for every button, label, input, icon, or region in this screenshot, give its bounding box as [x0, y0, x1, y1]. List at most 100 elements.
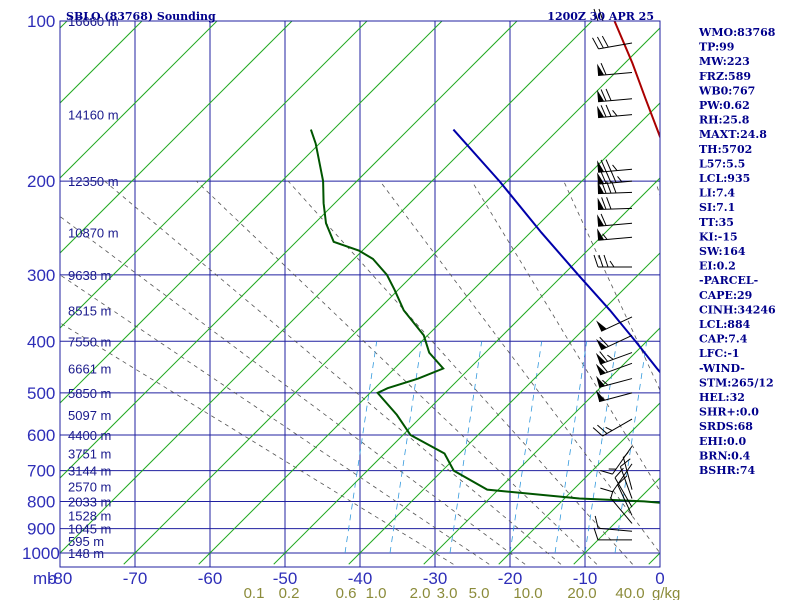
index-line: BRN:0.4 [699, 449, 751, 462]
wind-barb [597, 88, 633, 103]
sounding-profiles [309, 21, 660, 504]
moist-adiabats [60, 180, 660, 565]
wind-barb [597, 228, 633, 241]
index-line: L57:5.5 [699, 157, 745, 170]
isotherm-line [498, 402, 660, 565]
temperature-tick-label: 0 [655, 569, 664, 588]
mixing-ratio-tick-label: 40.0 [615, 585, 644, 600]
mixing-ratio-tick-label: 10.0 [513, 585, 542, 600]
moist-adiabat-line [60, 322, 454, 565]
isotherm-line [60, 21, 143, 104]
height-label: 4400 m [68, 428, 111, 443]
index-line: MW:223 [699, 55, 750, 68]
mixing-ratio-tick-label: 5.0 [469, 585, 490, 600]
wind-barb [597, 170, 633, 185]
mixing-ratio-tick-label: 2.0 [410, 585, 431, 600]
mixing-ratio-tick-label: 1.0 [366, 585, 387, 600]
index-line: FRZ:589 [699, 70, 751, 83]
mixing-ratio-line [344, 341, 378, 554]
index-line: SRDS:68 [699, 420, 753, 433]
index-line: LCL:935 [699, 172, 750, 185]
height-label: 1045 m [68, 522, 111, 537]
height-label: 6661 m [68, 362, 111, 377]
wind-barb [594, 515, 633, 532]
x-axis-unit: mb [33, 569, 57, 588]
moist-adiabat-line [104, 180, 562, 565]
mixing-ratio-tick-label: 20.0 [567, 585, 596, 600]
height-label: 9638 m [68, 268, 111, 283]
height-label: 2570 m [68, 480, 111, 495]
moist-adiabat-line [60, 216, 526, 565]
mixing-ratio-unit: g/kg [652, 585, 680, 600]
temperature-tick-label: -20 [498, 569, 523, 588]
wind-barb [596, 316, 633, 332]
index-line: LFC:-1 [699, 347, 740, 360]
pressure-tick-label: 500 [27, 384, 55, 403]
wind-barb [593, 254, 632, 268]
valid-time: 1200Z 30 APR 25 [547, 10, 654, 23]
isotherm-line [60, 21, 443, 404]
index-line: CAPE:29 [699, 289, 752, 302]
index-line: RH:25.8 [699, 114, 750, 127]
pressure-tick-label: 400 [27, 332, 55, 351]
wind-barb [597, 104, 633, 119]
wind-barb [596, 375, 633, 388]
index-line: TT:35 [699, 216, 734, 229]
wind-barb [619, 458, 633, 499]
index-line: -PARCEL- [699, 274, 758, 287]
index-line: KI:-15 [699, 230, 738, 243]
wind-barb [592, 35, 633, 50]
pressure-tick-label: 800 [27, 492, 55, 511]
height-label: 3144 m [68, 464, 111, 479]
index-line: MAXT:24.8 [699, 128, 767, 141]
index-line: EHI:0.0 [699, 435, 746, 448]
index-line: CAP:7.4 [699, 333, 748, 346]
wind-barb [597, 159, 633, 173]
pressure-tick-label: 300 [27, 266, 55, 285]
moist-adiabat-line [60, 274, 490, 565]
pressure-axis-labels: 100 200 300 400 500 600 700 800 900 1000 [22, 12, 60, 563]
index-line: EI:0.2 [699, 260, 736, 273]
wind-barb [614, 467, 633, 508]
isotherm-line [60, 21, 593, 554]
pressure-tick-label: 200 [27, 172, 55, 191]
moist-adiabat-line [287, 180, 633, 565]
index-line: LI:7.4 [699, 187, 735, 200]
height-label: 595 m [68, 534, 104, 549]
index-line: PW:0.62 [699, 99, 750, 112]
index-line: TH:5702 [699, 143, 752, 156]
index-line: LCL:884 [699, 318, 751, 331]
wind-barb [597, 213, 633, 227]
skewed-isotherms [60, 21, 660, 565]
mixing-ratio-tick-label: 0.2 [279, 585, 300, 600]
wind-barb [600, 445, 633, 475]
height-label: 14160 m [68, 108, 119, 123]
index-line: SHR+:0.0 [699, 406, 759, 419]
mixing-ratio-line [554, 341, 588, 554]
wind-barb [596, 334, 633, 351]
wind-barb [595, 361, 633, 376]
dewpoint-profile [309, 129, 660, 504]
height-label: 2033 m [68, 494, 111, 509]
pressure-tick-label: 700 [27, 462, 55, 481]
temperature-axis-labels: -80 -70 -60 -50 -40 -30 -20 -10 0 [48, 569, 665, 588]
temperature-tick-label: -40 [348, 569, 373, 588]
index-line: WB0:767 [698, 84, 755, 97]
pressure-tick-label: 900 [27, 520, 55, 539]
mixing-ratio-labels: 0.1 0.2 0.6 1.0 2.0 3.0 5.0 10.0 20.0 40.0 [244, 585, 645, 600]
temperature-tick-label: -30 [423, 569, 448, 588]
isotherm-line [273, 177, 660, 565]
isotherm-line [198, 102, 660, 565]
wind-barb [609, 491, 633, 524]
index-line: CINH:34246 [699, 303, 776, 316]
temperature-tick-label: -80 [48, 569, 73, 588]
wind-barb [595, 351, 633, 365]
wind-barb [592, 418, 633, 437]
isotherm-line [60, 21, 218, 179]
height-label: 10870 m [68, 226, 119, 241]
height-label: 5097 m [68, 408, 111, 423]
index-line: -WIND- [699, 362, 745, 375]
wind-barb [622, 451, 633, 490]
